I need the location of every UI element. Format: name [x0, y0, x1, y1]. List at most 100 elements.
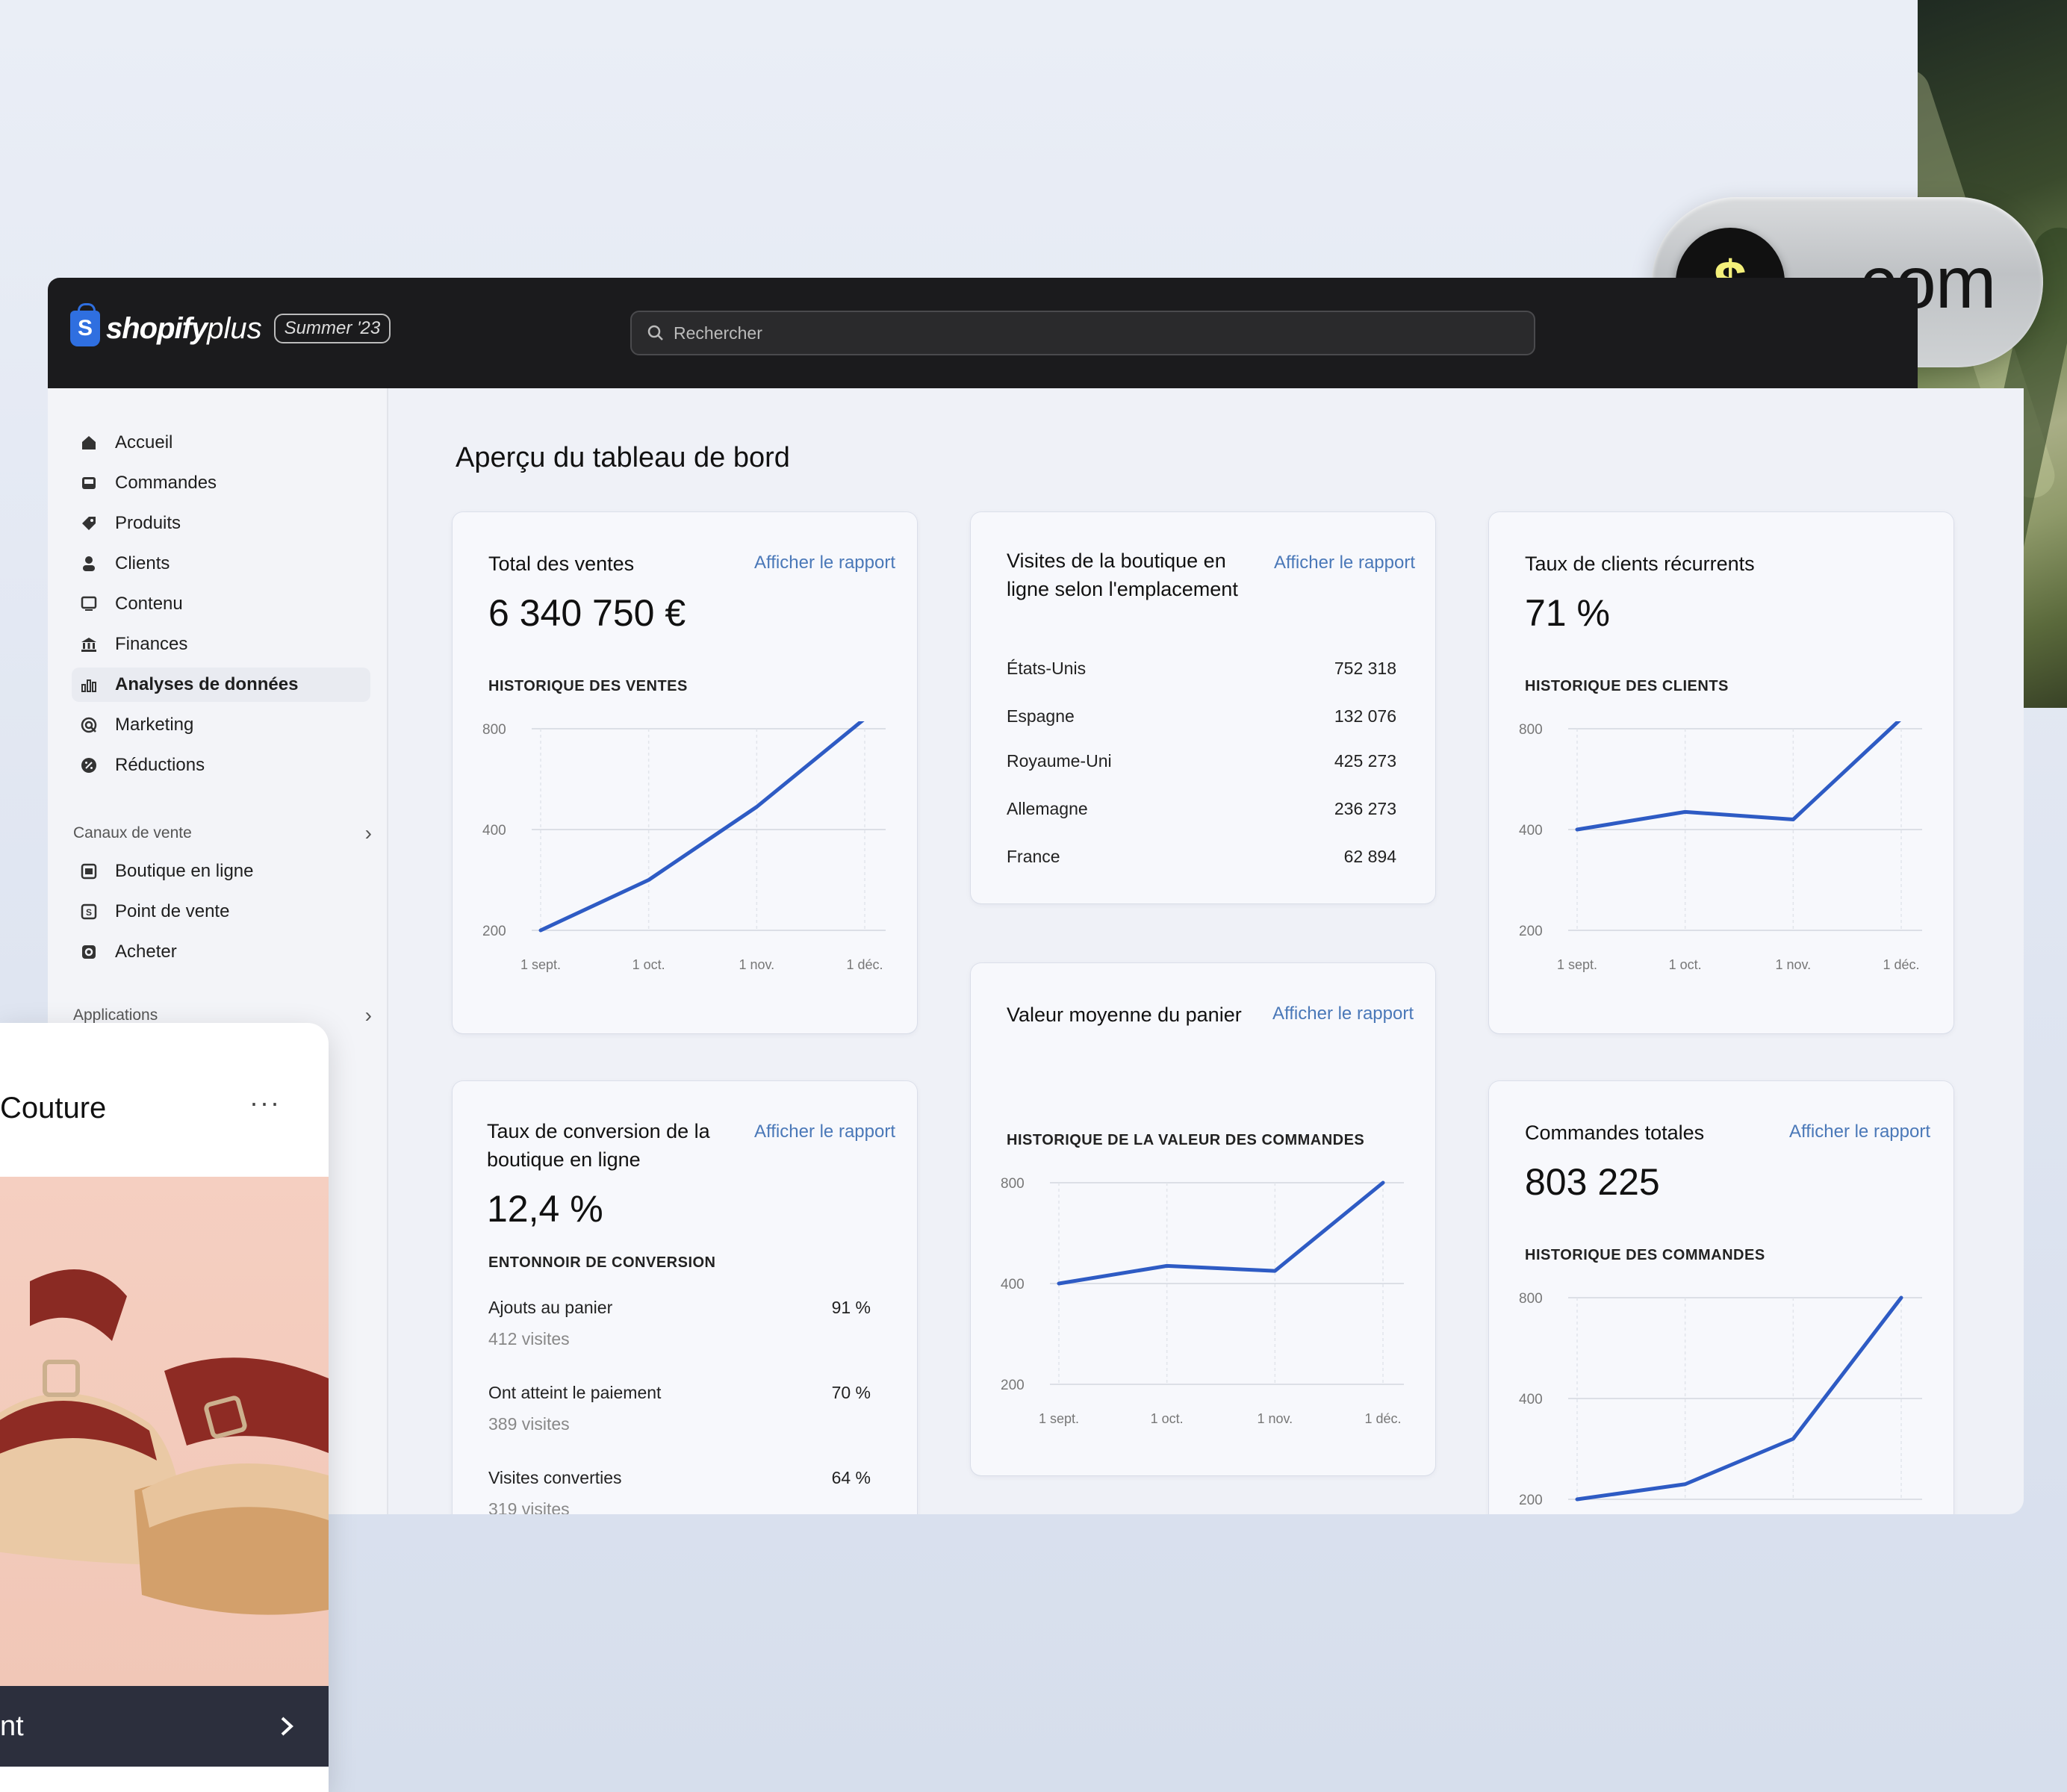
- sidebar-item-label: Produits: [115, 513, 181, 533]
- page-title: Aperçu du tableau de bord: [456, 442, 790, 473]
- y-tick-label: 800: [1001, 1176, 1025, 1192]
- chart-label: HISTORIQUE DES VENTES: [488, 678, 688, 694]
- view-report-link[interactable]: Afficher le rapport: [754, 553, 895, 573]
- view-report-link[interactable]: Afficher le rapport: [1789, 1121, 1930, 1142]
- country: Allemagne: [1007, 799, 1088, 818]
- shopify-plus-logo[interactable]: S shopify plus Summer '23: [70, 303, 391, 346]
- sales-line-chart: 200 400 800 1 sept. 1 oct. 1 nov. 1 déc.: [482, 721, 886, 972]
- sidebar-item-boutique[interactable]: Boutique en ligne: [72, 854, 370, 889]
- view-report-link[interactable]: Afficher le rapport: [1272, 1004, 1414, 1024]
- sidebar-item-analyses[interactable]: Analyses de données: [72, 668, 370, 702]
- y-tick-label: 200: [1519, 1493, 1543, 1508]
- funnel-label: ENTONNOIR DE CONVERSION: [488, 1254, 716, 1271]
- search-input[interactable]: Rechercher: [630, 311, 1535, 355]
- admin-panel: Accueil Commandes Produits Clients Conte…: [48, 388, 2024, 1514]
- chevron-right-icon: ›: [364, 821, 372, 844]
- sandals-illustration: [0, 1269, 329, 1615]
- section-label: Canaux de vente: [73, 824, 192, 841]
- applications-section[interactable]: Applications ›: [73, 1004, 372, 1027]
- sidebar-item-label: Commandes: [115, 473, 217, 493]
- sidebar-item-label: Réductions: [115, 755, 205, 775]
- sidebar-item-acheter[interactable]: Acheter: [72, 935, 370, 969]
- visits-card: Visites de la boutique en ligne selon l'e…: [971, 512, 1435, 903]
- sidebar-item-clients[interactable]: Clients: [72, 547, 370, 581]
- returning-rate: 71 %: [1525, 592, 1610, 634]
- y-tick-label: 200: [482, 924, 506, 939]
- orders-total: 803 225: [1525, 1161, 1660, 1203]
- orders-card: Commandes totales Afficher le rapport 80…: [1489, 1081, 1953, 1514]
- x-tick-label: 1 sept.: [1039, 1411, 1079, 1426]
- sidebar-item-reductions[interactable]: Réductions: [72, 748, 370, 783]
- product-image: [0, 1177, 329, 1686]
- x-tick-label: 1 déc.: [1883, 957, 1919, 972]
- sidebar-item-label: Clients: [115, 553, 170, 573]
- series-line: [1575, 1295, 1903, 1502]
- sidebar-item-accueil[interactable]: Accueil: [72, 426, 370, 460]
- card-title: Taux de clients récurrents: [1525, 553, 1755, 575]
- basket-line-chart: 200 400 800 1 sept. 1 oct. 1 nov. 1 déc.: [1001, 1176, 1404, 1426]
- x-tick-label: 1 nov.: [1257, 1411, 1293, 1426]
- sidebar-item-label: Point de vente: [115, 901, 230, 921]
- product-title: Couture: [0, 1092, 107, 1124]
- chart-label: HISTORIQUE DE LA VALEUR DES COMMANDES: [1007, 1132, 1365, 1148]
- sidebar-item-label: Finances: [115, 634, 188, 654]
- step-pct: 64 %: [831, 1468, 871, 1487]
- x-tick-label: 1 sept.: [1557, 957, 1597, 972]
- tag-icon: [79, 514, 99, 533]
- sales-channels-section[interactable]: Canaux de vente ›: [73, 821, 372, 845]
- edition-badge: Summer '23: [273, 314, 391, 343]
- card-title: Visites de la boutique en ligne selon l'e…: [1007, 547, 1238, 603]
- visits-value: 236 273: [1334, 799, 1396, 818]
- x-tick-label: 1 déc.: [846, 957, 883, 972]
- home-icon: [79, 433, 99, 452]
- x-tick-label: 1 sept.: [520, 957, 561, 972]
- sidebar-item-marketing[interactable]: Marketing: [72, 708, 370, 742]
- visits-value: 752 318: [1334, 659, 1396, 678]
- conversion-rate: 12,4 %: [487, 1188, 603, 1230]
- x-tick-label: 1 déc.: [1364, 1411, 1401, 1426]
- svg-text:S: S: [86, 907, 92, 918]
- list-item: Espagne 132 076: [1007, 706, 1396, 727]
- step-label: Ont atteint le paiement: [488, 1383, 662, 1402]
- logo-wordmark: shopify: [106, 311, 208, 345]
- orders-line-chart: 200 400 800: [1519, 1291, 1922, 1508]
- top-bar: S shopify plus Summer '23 Rechercher: [48, 278, 1918, 388]
- sidebar-item-finances[interactable]: Finances: [72, 627, 370, 662]
- person-icon: [79, 554, 99, 573]
- title-line-2: ligne selon l'emplacement: [1007, 578, 1238, 600]
- sidebar-item-produits[interactable]: Produits: [72, 506, 370, 541]
- basket-card: Valeur moyenne du panier Afficher le rap…: [971, 963, 1435, 1475]
- x-tick-label: 1 oct.: [1151, 1411, 1184, 1426]
- view-report-link[interactable]: Afficher le rapport: [754, 1121, 895, 1142]
- step-label: Ajouts au panier: [488, 1298, 613, 1317]
- funnel-step: Visites converties 64 %: [488, 1468, 871, 1488]
- card-title: Commandes totales: [1525, 1121, 1705, 1144]
- more-options-icon[interactable]: ···: [249, 1087, 281, 1118]
- sidebar-item-contenu[interactable]: Contenu: [72, 587, 370, 621]
- product-action-button[interactable]: nt: [0, 1686, 329, 1767]
- title-line-2: boutique en ligne: [487, 1148, 641, 1171]
- title-line-1: Visites de la boutique en: [1007, 550, 1226, 572]
- step-visits: 389 visites: [488, 1414, 570, 1434]
- y-tick-label: 400: [482, 823, 506, 839]
- chart-label: HISTORIQUE DES CLIENTS: [1525, 678, 1729, 694]
- country: Espagne: [1007, 706, 1075, 726]
- bank-icon: [79, 635, 99, 654]
- y-tick-label: 800: [1519, 1291, 1543, 1307]
- country: États-Unis: [1007, 659, 1087, 678]
- sidebar-item-label: Analyses de données: [115, 674, 299, 694]
- y-tick-label: 400: [1519, 823, 1543, 839]
- product-overlay-card: Couture ··· nt: [0, 1023, 329, 1792]
- view-report-link[interactable]: Afficher le rapport: [1274, 553, 1415, 573]
- card-title: Taux de conversion de la boutique en lign…: [487, 1117, 710, 1174]
- card-title: Valeur moyenne du panier: [1007, 1004, 1242, 1026]
- sidebar-item-pos[interactable]: S Point de vente: [72, 895, 370, 929]
- bar-chart-icon: [79, 675, 99, 694]
- search-icon: [647, 325, 663, 340]
- list-item: France 62 894: [1007, 847, 1396, 867]
- pos-icon: S: [79, 902, 99, 921]
- sales-total: 6 340 750 €: [488, 592, 686, 634]
- sidebar-item-label: Boutique en ligne: [115, 861, 254, 881]
- sidebar-item-commandes[interactable]: Commandes: [72, 466, 370, 500]
- returning-customers-card: Taux de clients récurrents 71 % HISTORIQ…: [1489, 512, 1953, 1033]
